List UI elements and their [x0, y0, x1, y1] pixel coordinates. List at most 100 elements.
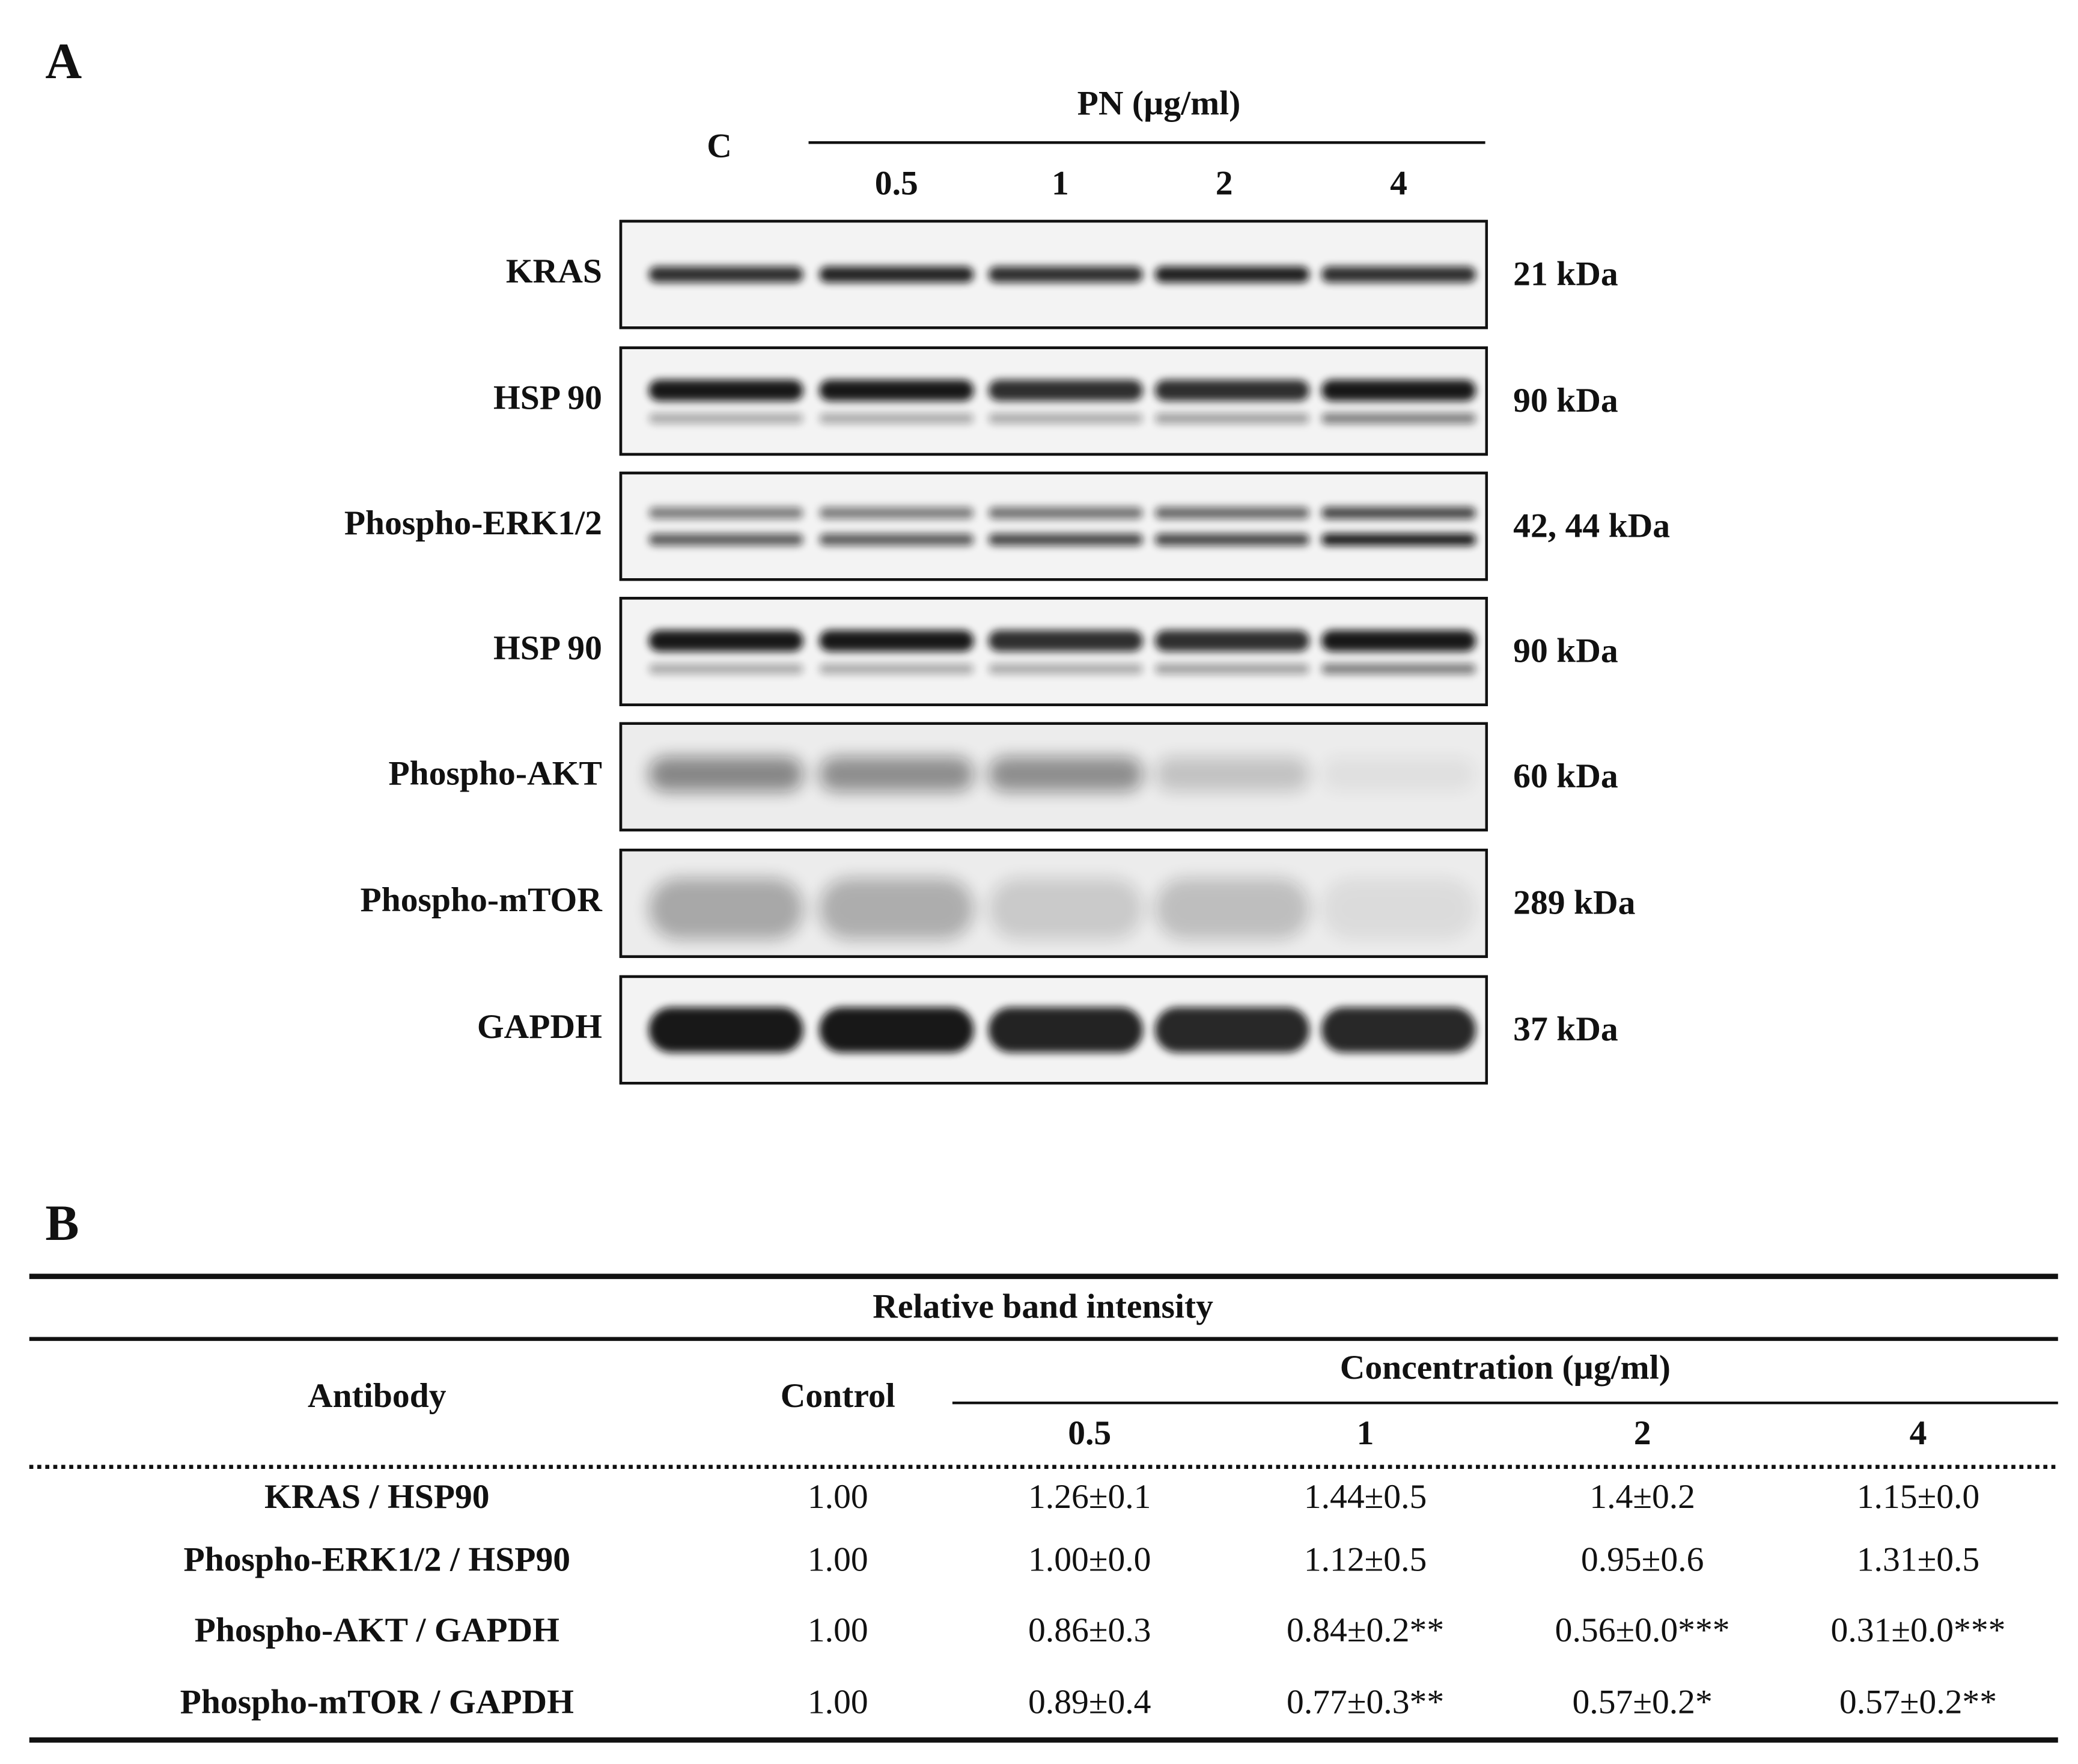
lane-label: 2 [1216, 165, 1233, 203]
band [648, 507, 803, 519]
antibody-label: Phospho-mTOR [361, 881, 603, 919]
band [1321, 413, 1476, 424]
column-header: Control [781, 1377, 895, 1415]
band [819, 630, 974, 652]
size-label: 60 kDa [1513, 757, 1618, 795]
band [1321, 630, 1476, 652]
table-cell: 0.95±0.6 [1581, 1540, 1704, 1578]
band [1321, 533, 1476, 546]
band [988, 663, 1143, 674]
band [988, 266, 1143, 282]
antibody-label: KRAS [506, 252, 602, 290]
lane-label: 1 [1052, 165, 1069, 203]
band [988, 630, 1143, 652]
panel-label: A [45, 34, 82, 90]
table-cell: 0.57±0.2* [1572, 1683, 1712, 1721]
table-cell: 0.56±0.0*** [1555, 1611, 1730, 1649]
band [1154, 379, 1309, 401]
column-header: 1 [1357, 1414, 1374, 1452]
column-header: 0.5 [1068, 1414, 1111, 1452]
column-header: Antibody [308, 1377, 446, 1415]
band [1154, 757, 1309, 792]
band [819, 877, 974, 939]
band [1154, 663, 1309, 674]
band [648, 663, 803, 674]
band [988, 413, 1143, 424]
band [1154, 1007, 1309, 1053]
size-label: 42, 44 kDa [1513, 507, 1670, 545]
band [648, 533, 803, 546]
blot-frame [619, 219, 1488, 329]
table-cell: 1.00 [808, 1683, 868, 1721]
band [819, 413, 974, 424]
row-header: Phospho-AKT / GAPDH [195, 1611, 559, 1649]
lane-label: C [707, 127, 732, 165]
band [988, 877, 1143, 939]
blot-frame [619, 722, 1488, 832]
antibody-label: HSP 90 [493, 379, 602, 417]
band [1154, 507, 1309, 519]
band [819, 379, 974, 401]
lane-label: 0.5 [875, 165, 918, 203]
band [648, 1007, 803, 1053]
band [648, 877, 803, 939]
band [648, 757, 803, 792]
table-title: Relative band intensity [873, 1287, 1213, 1325]
row-header: Phospho-ERK1/2 / HSP90 [184, 1540, 571, 1578]
size-label: 90 kDa [1513, 632, 1618, 670]
size-label: 21 kDa [1513, 255, 1618, 293]
blot-frame [619, 849, 1488, 958]
table-cell: 0.89±0.4 [1028, 1683, 1151, 1721]
lane-label: 4 [1390, 165, 1407, 203]
band [819, 533, 974, 546]
table-cell: 1.44±0.5 [1304, 1478, 1427, 1516]
antibody-label: HSP 90 [493, 629, 602, 667]
table-cell: 1.26±0.1 [1028, 1478, 1151, 1516]
table-cell: 1.12±0.5 [1304, 1540, 1427, 1578]
blot-frame [619, 597, 1488, 706]
size-label: 37 kDa [1513, 1010, 1618, 1048]
table-cell: 1.4±0.2 [1589, 1478, 1695, 1516]
antibody-label: Phospho-ERK1/2 [344, 504, 602, 542]
table-cell: 1.00±0.0 [1028, 1540, 1151, 1578]
band [1321, 379, 1476, 401]
band [819, 757, 974, 792]
band [1154, 630, 1309, 652]
band [819, 266, 974, 282]
size-label: 90 kDa [1513, 382, 1618, 420]
table-cell: 0.86±0.3 [1028, 1611, 1151, 1649]
blot-background [619, 471, 1488, 581]
column-header: 4 [1910, 1414, 1927, 1452]
band [648, 630, 803, 652]
band [988, 379, 1143, 401]
band [1321, 266, 1476, 282]
band [819, 507, 974, 519]
blot-frame [619, 346, 1488, 456]
antibody-label: GAPDH [477, 1008, 602, 1046]
band [1321, 1007, 1476, 1053]
table-cell: 1.15±0.0 [1857, 1478, 1980, 1516]
blot-frame [619, 975, 1488, 1085]
band [648, 266, 803, 282]
panel-label: B [45, 1195, 79, 1251]
band [648, 379, 803, 401]
band [819, 663, 974, 674]
table-cell: 1.00 [808, 1540, 868, 1578]
band [1321, 757, 1476, 792]
band [1154, 413, 1309, 424]
band [988, 1007, 1143, 1053]
column-header: 2 [1634, 1414, 1651, 1452]
band [1154, 877, 1309, 939]
size-label: 289 kDa [1513, 884, 1635, 922]
band [1154, 533, 1309, 546]
band [648, 413, 803, 424]
band [1321, 877, 1476, 939]
band [1154, 266, 1309, 282]
band [1321, 663, 1476, 674]
band [988, 507, 1143, 519]
column-header: Concentration (µg/ml) [1340, 1349, 1671, 1387]
band [819, 1007, 974, 1053]
table-cell: 0.57±0.2** [1839, 1683, 1997, 1721]
